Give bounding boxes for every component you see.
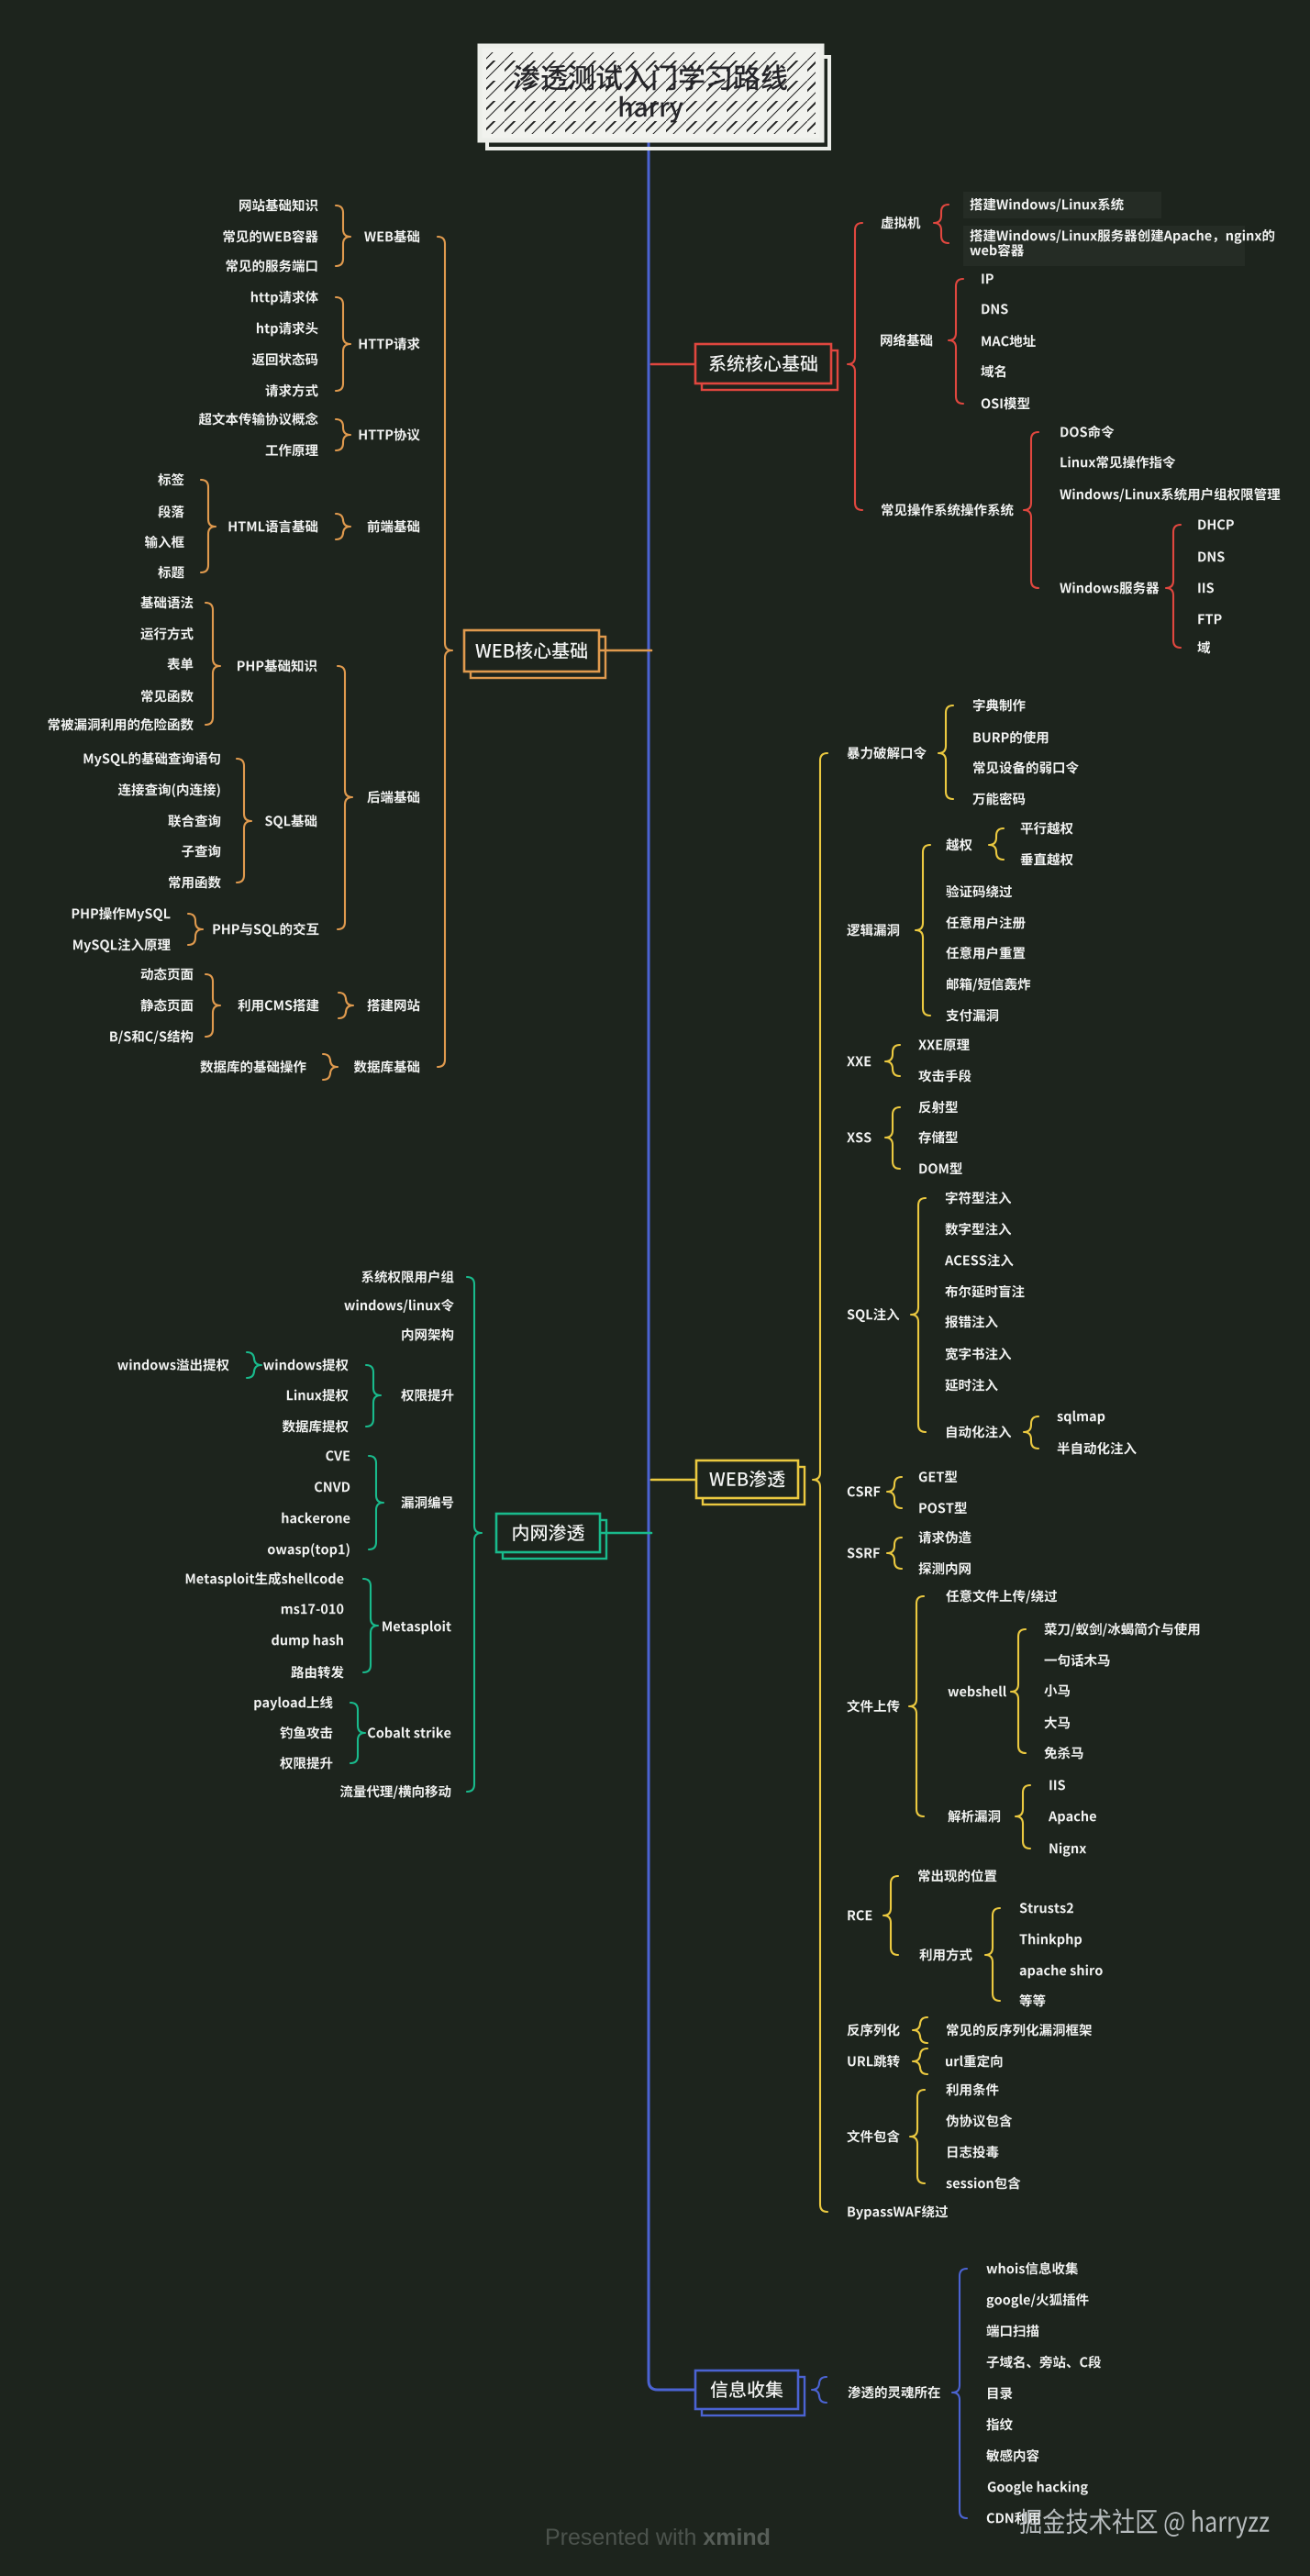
- svg-text:Presented with xmind: Presented with xmind: [545, 2525, 771, 2550]
